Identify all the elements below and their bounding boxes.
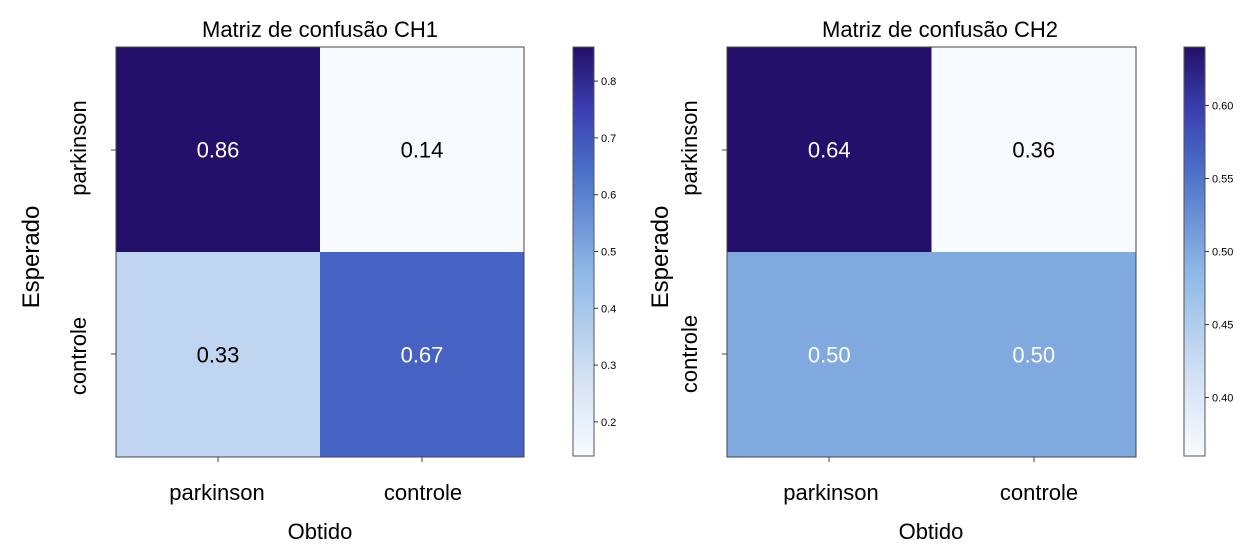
heatmap-cells: 0.86 0.14 0.33 0.67 xyxy=(116,47,524,457)
x-axis-label: Obtido xyxy=(899,519,964,544)
chart-title: Matriz de confusão CH1 xyxy=(202,17,438,42)
cell-value-label: 0.86 xyxy=(197,138,240,163)
heatmap-cell xyxy=(727,47,932,252)
y-tick-label: controle xyxy=(677,315,702,393)
y-tick-label: parkinson xyxy=(677,100,702,195)
cell-value-label: 0.33 xyxy=(197,343,240,368)
colorbar-tick-label: 0.4 xyxy=(601,303,616,315)
colorbar xyxy=(572,46,595,457)
heatmap-cell xyxy=(320,252,524,457)
y-axis-label: Esperado xyxy=(18,206,45,309)
heatmap-cell xyxy=(931,47,1136,252)
colorbar-ticks: 0.2 0.3 0.4 0.5 0.6 0.7 0.8 xyxy=(594,76,616,429)
heatmap-cell xyxy=(320,47,524,252)
x-tick-label: parkinson xyxy=(783,480,878,505)
chart-title: Matriz de confusão CH2 xyxy=(822,17,1058,42)
y-axis-label: Esperado xyxy=(647,206,674,309)
cell-value-label: 0.67 xyxy=(401,343,444,368)
colorbar-tick-label: 0.50 xyxy=(1212,247,1233,259)
heatmap-panel-ch1: Matriz de confusão CH1 0.86 0.140.33 0.67 … xyxy=(18,17,616,544)
cell-value-label: 0.64 xyxy=(808,138,851,163)
colorbar xyxy=(1183,46,1206,457)
y-tick-label: controle xyxy=(66,317,91,395)
heatmap-cell xyxy=(931,252,1136,457)
plot-frame xyxy=(115,46,525,458)
colorbar-tick-label: 0.7 xyxy=(601,133,616,145)
y-tick-label: parkinson xyxy=(66,100,91,195)
colorbar-tick-label: 0.2 xyxy=(601,417,616,429)
x-tick-label: parkinson xyxy=(169,480,264,505)
colorbar-tick-label: 0.60 xyxy=(1212,100,1233,112)
plot-frame xyxy=(726,46,1137,458)
cell-value-label: 0.50 xyxy=(808,343,851,368)
colorbar-ticks: 0.40 0.45 0.50 0.55 0.60 xyxy=(1205,100,1233,405)
colorbar-tick-label: 0.6 xyxy=(601,190,616,202)
cell-value-label: 0.14 xyxy=(401,138,444,163)
heatmap-cell xyxy=(116,252,320,457)
cell-value-label: 0.36 xyxy=(1012,138,1055,163)
heatmap-cell xyxy=(116,47,320,252)
cell-value-label: 0.50 xyxy=(1012,343,1055,368)
heatmap-cells: 0.64 0.36 0.50 0.50 xyxy=(727,47,1136,457)
colorbar-tick-label: 0.55 xyxy=(1212,173,1233,185)
colorbar-tick-label: 0.3 xyxy=(601,360,616,372)
colorbar-tick-label: 0.45 xyxy=(1212,320,1233,332)
heatmap-panel-ch2: Matriz de confusão CH2 0.64 0.360.50 0.50 … xyxy=(647,17,1233,544)
colorbar-tick-label: 0.8 xyxy=(601,76,616,88)
x-tick-label: controle xyxy=(1000,480,1078,505)
x-axis-label: Obtido xyxy=(288,519,353,544)
x-tick-label: controle xyxy=(384,480,462,505)
colorbar-tick-label: 0.5 xyxy=(601,247,616,259)
colorbar-tick-label: 0.40 xyxy=(1212,393,1233,405)
heatmap-cell xyxy=(727,252,932,457)
